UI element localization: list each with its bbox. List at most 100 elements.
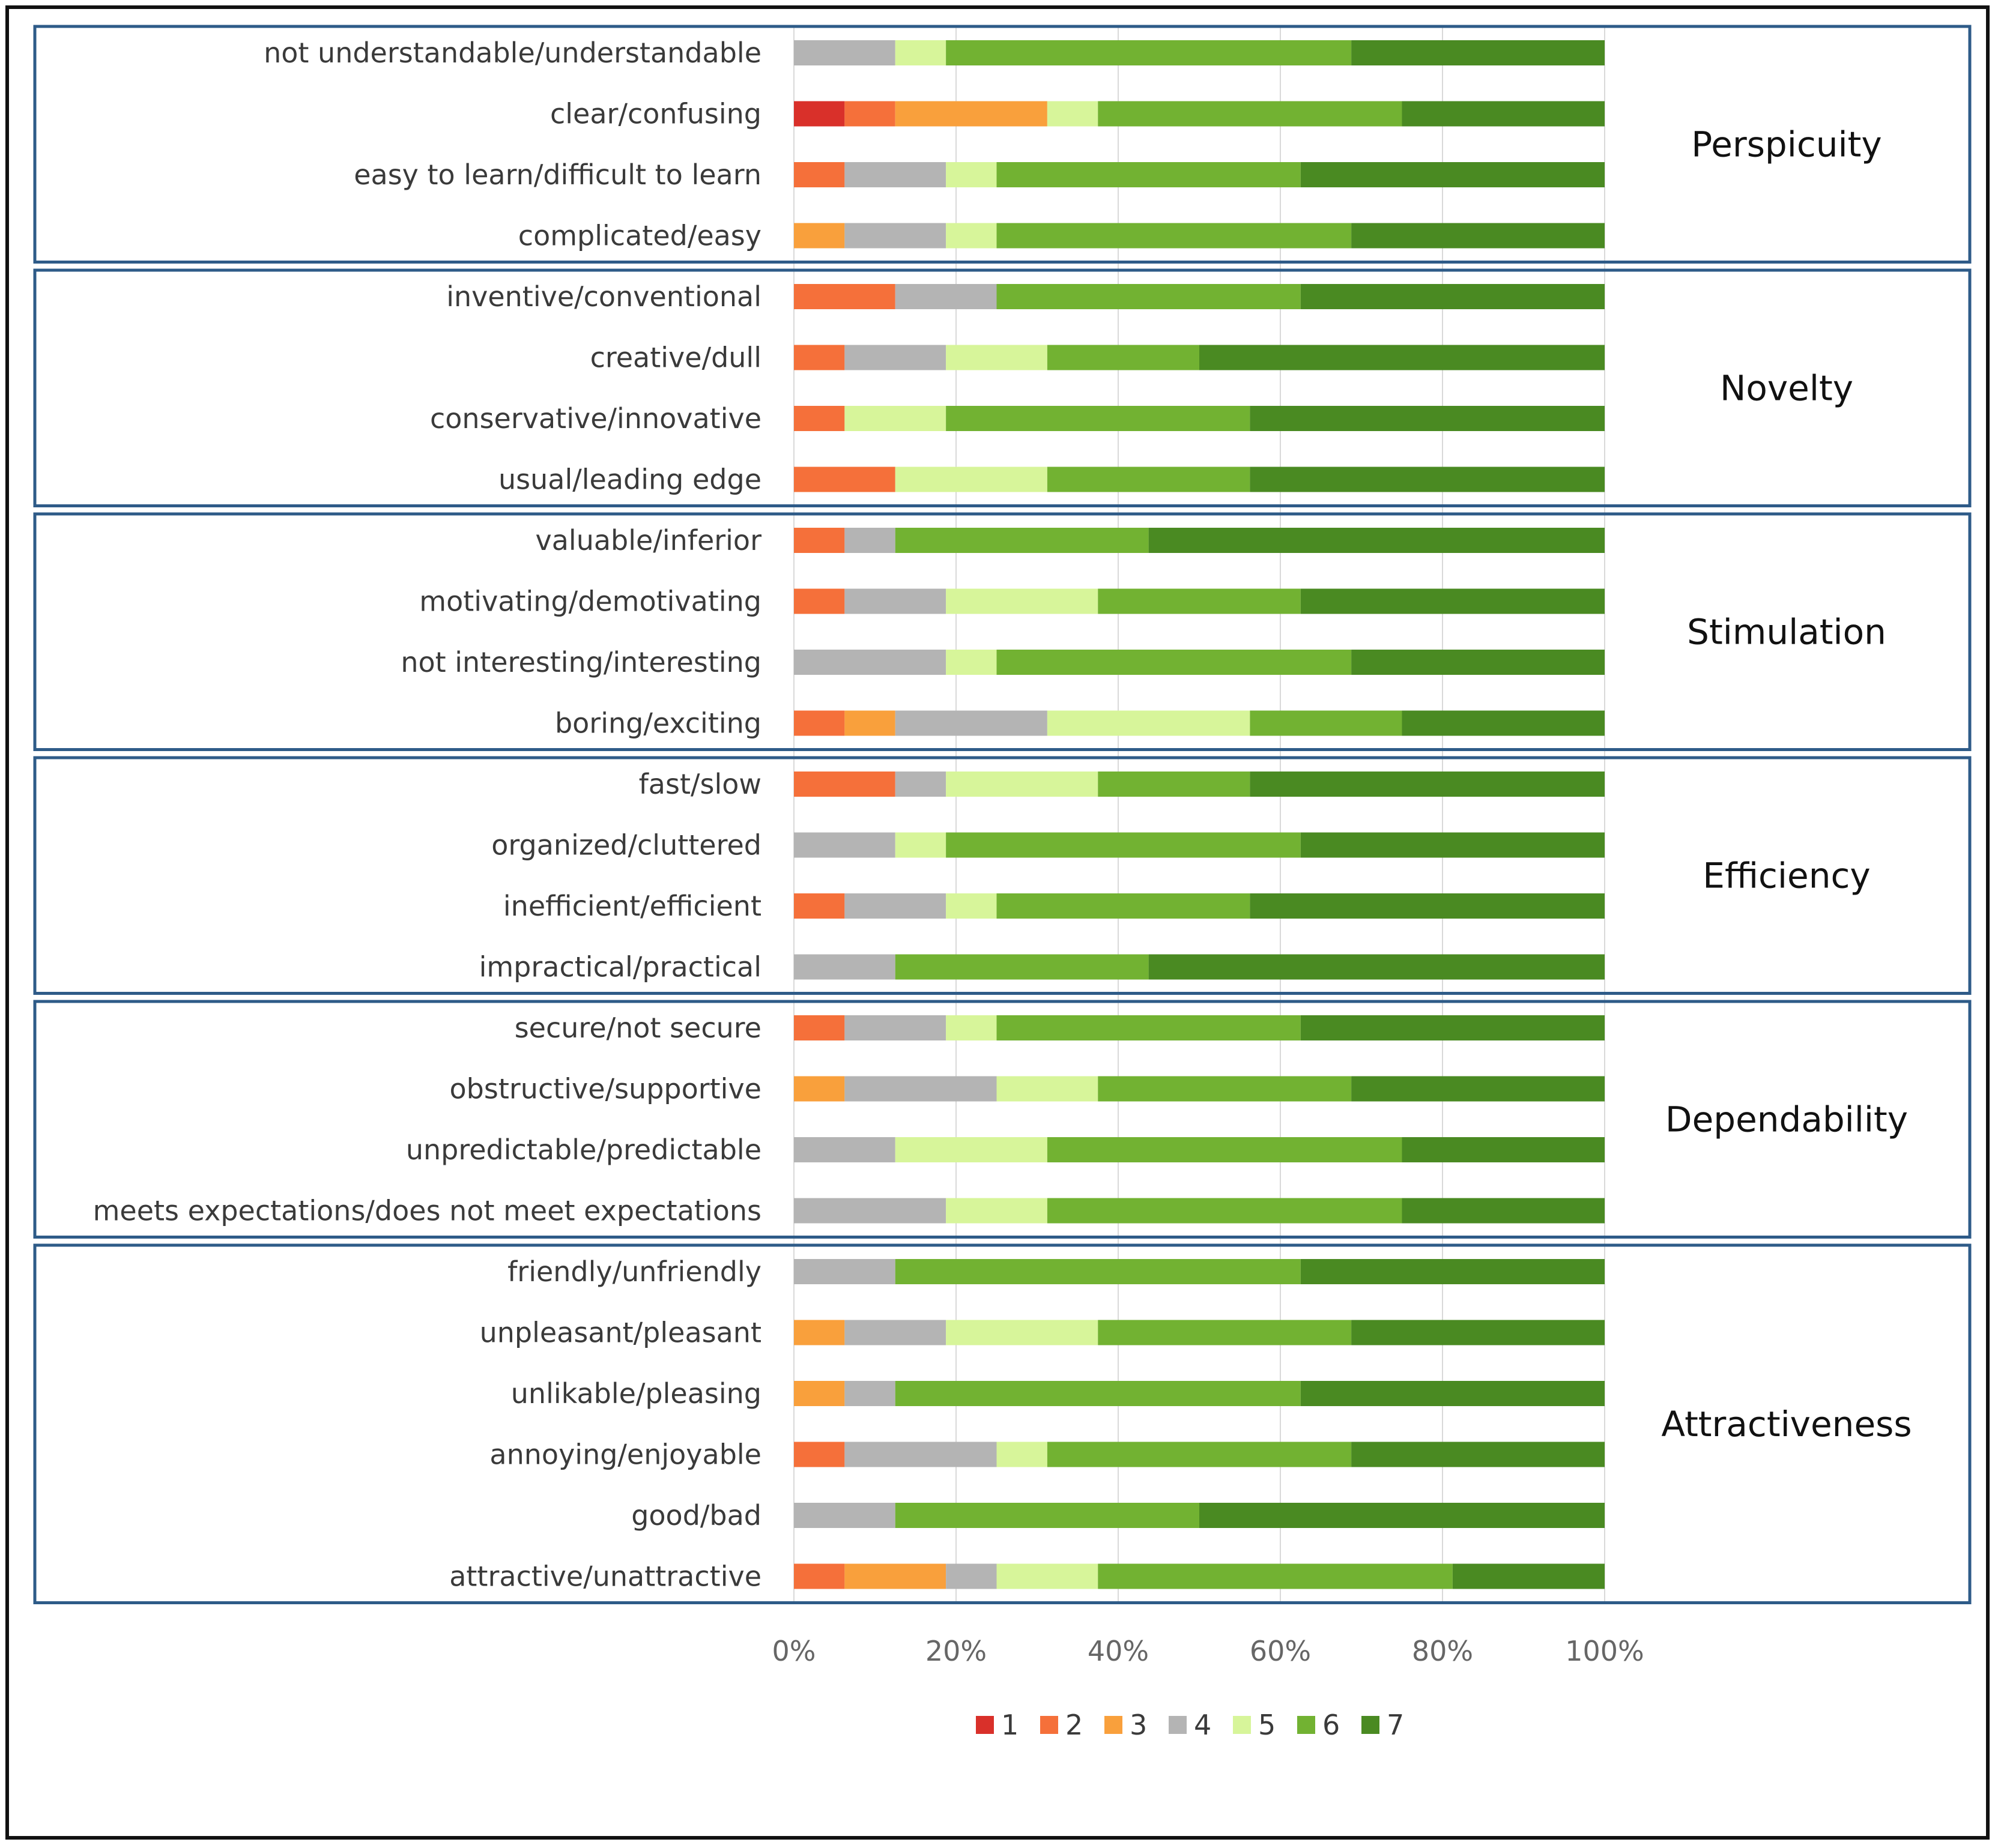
- bar-segment-2: [794, 467, 895, 492]
- legend-swatch-1: [976, 1716, 994, 1734]
- bar-segment-4: [794, 1198, 946, 1224]
- bar-segment-5: [946, 772, 1098, 797]
- group-label: Dependability: [1665, 1099, 1908, 1140]
- bar-segment-5: [946, 1198, 1047, 1224]
- group-box: [33, 268, 1972, 507]
- bar-segment-4: [794, 954, 895, 980]
- bar-segment-7: [1351, 650, 1605, 675]
- bar-segment-7: [1452, 1563, 1605, 1589]
- bar-segment-5: [895, 40, 946, 65]
- bar-segment-7: [1351, 1442, 1605, 1467]
- category-label: boring/exciting: [555, 707, 761, 740]
- bar-segment-7: [1250, 893, 1605, 919]
- bar-segment-7: [1300, 1259, 1605, 1284]
- bar-segment-5: [996, 1076, 1098, 1102]
- bar-segment-7: [1300, 832, 1605, 858]
- legend-label: 5: [1258, 1709, 1276, 1741]
- bar-segment-6: [996, 1015, 1301, 1040]
- bar-segment-5: [895, 1137, 1047, 1162]
- bar-segment-7: [1351, 1320, 1605, 1345]
- bar-segment-5: [946, 1015, 997, 1040]
- bar-segment-2: [794, 162, 845, 187]
- bar-segment-7: [1351, 1076, 1605, 1102]
- legend-label: 4: [1194, 1709, 1211, 1741]
- bar-segment-2: [794, 345, 845, 370]
- category-label: unpredictable/predictable: [406, 1134, 761, 1166]
- group-box: [33, 512, 1972, 751]
- bar-segment-4: [844, 528, 895, 553]
- group-label: Novelty: [1720, 367, 1853, 408]
- category-label: not understandable/understandable: [264, 37, 761, 69]
- bar-segment-5: [946, 1320, 1098, 1345]
- category-label: inventive/conventional: [446, 280, 761, 313]
- bar-segment-2: [794, 893, 845, 919]
- bar-segment-7: [1351, 223, 1605, 249]
- bar-segment-4: [794, 1259, 895, 1284]
- category-label: unlikable/pleasing: [511, 1377, 761, 1410]
- bar-segment-4: [895, 284, 997, 309]
- x-tick-label: 100%: [1565, 1635, 1644, 1667]
- bar-segment-4: [844, 223, 946, 249]
- bar-segment-7: [1402, 101, 1605, 127]
- bar-segment-4: [844, 1076, 997, 1102]
- bar-segment-7: [1402, 710, 1605, 736]
- category-label: impractical/practical: [479, 951, 761, 983]
- group-box: [33, 756, 1972, 995]
- bar-segment-6: [895, 1259, 1301, 1284]
- group-box: [33, 1243, 1972, 1604]
- bar-segment-5: [895, 467, 1047, 492]
- x-tick-label: 0%: [772, 1635, 816, 1667]
- bar-segment-3: [844, 1563, 946, 1589]
- bar-segment-2: [794, 406, 845, 431]
- category-label: fast/slow: [639, 768, 761, 800]
- bar-segment-7: [1148, 954, 1605, 980]
- group-label: Attractiveness: [1661, 1404, 1912, 1445]
- bar-segment-6: [1047, 1137, 1402, 1162]
- bar-segment-6: [895, 528, 1149, 553]
- bar-segment-7: [1250, 406, 1605, 431]
- bar-segment-6: [996, 893, 1250, 919]
- bar-segment-6: [1098, 1076, 1352, 1102]
- category-label: unpleasant/pleasant: [480, 1317, 761, 1349]
- bar-segment-7: [1199, 1503, 1605, 1528]
- bar-segment-5: [996, 1442, 1047, 1467]
- bar-segment-2: [794, 588, 845, 614]
- bar-segment-3: [794, 223, 845, 249]
- bar-segment-7: [1300, 1015, 1605, 1040]
- group-label: Perspicuity: [1691, 124, 1881, 165]
- bar-segment-7: [1148, 528, 1605, 553]
- bar-segment-4: [794, 1503, 895, 1528]
- legend-swatch-6: [1297, 1716, 1315, 1734]
- category-label: clear/confusing: [550, 98, 761, 130]
- category-label: attractive/unattractive: [449, 1560, 761, 1593]
- bar-segment-6: [1047, 467, 1250, 492]
- group-label: Stimulation: [1687, 611, 1886, 652]
- bar-segment-4: [794, 40, 895, 65]
- bar-segment-4: [895, 710, 1047, 736]
- bar-segment-6: [1047, 1198, 1402, 1224]
- bar-segment-5: [946, 223, 997, 249]
- bar-segment-6: [946, 40, 1352, 65]
- bar-segment-4: [844, 1320, 946, 1345]
- bar-segment-2: [794, 710, 845, 736]
- category-label: obstructive/supportive: [450, 1073, 761, 1105]
- category-label: meets expectations/does not meet expecta…: [93, 1195, 761, 1227]
- bar-segment-6: [895, 954, 1149, 980]
- group-box: [33, 1000, 1972, 1239]
- category-label: motivating/demotivating: [419, 585, 761, 618]
- x-tick-label: 80%: [1412, 1635, 1473, 1667]
- bar-segment-6: [996, 284, 1301, 309]
- bar-segment-4: [946, 1563, 997, 1589]
- bar-segment-4: [844, 893, 946, 919]
- bar-segment-7: [1300, 284, 1605, 309]
- category-label: complicated/easy: [518, 220, 761, 252]
- bar-segment-4: [844, 162, 946, 187]
- bar-segment-7: [1351, 40, 1605, 65]
- category-label: not interesting/interesting: [401, 646, 761, 678]
- bar-segment-6: [1098, 101, 1402, 127]
- bar-segment-2: [794, 1563, 845, 1589]
- category-label: friendly/unfriendly: [507, 1255, 761, 1288]
- bar-segment-4: [794, 1137, 895, 1162]
- bar-segment-6: [1047, 1442, 1352, 1467]
